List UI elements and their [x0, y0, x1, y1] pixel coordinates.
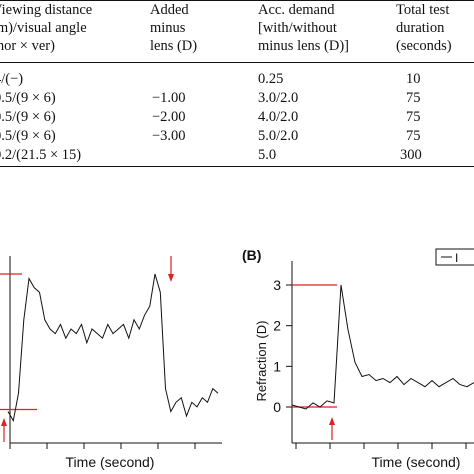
- panel-b-legend-label: I: [455, 251, 458, 265]
- panel-a-series-line: [7, 273, 219, 423]
- table-row-5-viewing: 0.2/(21.5 × 15): [0, 147, 82, 163]
- panel-b-x-label: Time (second): [372, 454, 461, 470]
- header-viewing-line1: Viewing distance: [0, 2, 93, 18]
- panel-b-y-ticks: 3 2 1 0: [273, 277, 292, 415]
- panel-a: Time (second): [0, 256, 222, 470]
- panel-b-x-ticks: [295, 443, 467, 449]
- table-row-4-demand: 5.0/2.0: [258, 128, 299, 144]
- panel-a-arrow-bottom: [1, 418, 7, 442]
- header-viewing-line3: (hor × ver): [0, 38, 55, 54]
- table-row-3-duration: 75: [406, 109, 421, 125]
- table-row-1-viewing: 4/(−): [0, 71, 24, 87]
- panel-b-series-line: [291, 284, 474, 410]
- table-row-1-duration: 10: [406, 71, 421, 87]
- header-lens-line1: Added: [150, 2, 189, 18]
- header-lens-line3: lens (D): [150, 38, 198, 54]
- panel-b-y-label: Refraction (D): [254, 321, 269, 402]
- table-row-3-demand: 4.0/2.0: [258, 109, 299, 125]
- header-demand-line2: [with/without: [258, 20, 337, 36]
- header-duration-line1: Total test: [396, 2, 450, 18]
- panel-a-x-label: Time (second): [66, 454, 155, 470]
- table-row-3-viewing: 0.5/(9 × 6): [0, 109, 56, 125]
- header-demand-line3: minus lens (D)]: [258, 38, 350, 54]
- header-demand-line1: Acc. demand: [258, 2, 335, 18]
- panel-b-label: (B): [242, 247, 261, 263]
- table-row-4-duration: 75: [406, 128, 421, 144]
- panel-a-arrow-top: [168, 256, 174, 282]
- table-bottom-rule: [0, 166, 474, 167]
- table-row-2-demand: 3.0/2.0: [258, 90, 299, 106]
- header-duration-line3: (seconds): [396, 38, 452, 54]
- panel-b-arrow-bottom: [329, 417, 335, 440]
- header-duration-line2: duration: [396, 20, 445, 36]
- panel-b-y-tick-label-3: 3: [273, 277, 281, 293]
- table-row-4-lens: −3.00: [152, 128, 186, 144]
- accommodation-demand-table: Viewing distance (m)/visual angle (hor ×…: [0, 0, 474, 168]
- table-row-2-lens: −1.00: [152, 90, 186, 106]
- table-row-5-demand: 5.0: [258, 147, 277, 163]
- panel-b-y-tick-label-1: 1: [273, 358, 281, 374]
- refraction-plots: Time (second) (B) Refraction (D) 3 2 1 0 I …: [0, 247, 474, 470]
- table-row-1-demand: 0.25: [258, 71, 284, 87]
- table-top-rule: [0, 0, 474, 1]
- panel-a-x-ticks: [9, 443, 196, 449]
- panel-b-y-tick-label-2: 2: [273, 318, 281, 334]
- table-row-5-duration: 300: [400, 147, 422, 163]
- table-header-rule: [0, 62, 474, 63]
- table-row-4-viewing: 0.5/(9 × 6): [0, 128, 56, 144]
- header-lens-line2: minus: [150, 20, 186, 36]
- table-row-2-duration: 75: [406, 90, 421, 106]
- panel-b-legend: I: [435, 248, 474, 266]
- table-row-2-viewing: 0.5/(9 × 6): [0, 90, 56, 106]
- header-viewing-line2: (m)/visual angle: [0, 20, 87, 36]
- table-row-3-lens: −2.00: [152, 109, 186, 125]
- panel-b-y-tick-label-0: 0: [273, 399, 281, 415]
- panel-b: (B) Refraction (D) 3 2 1 0 I Time (second): [242, 247, 474, 470]
